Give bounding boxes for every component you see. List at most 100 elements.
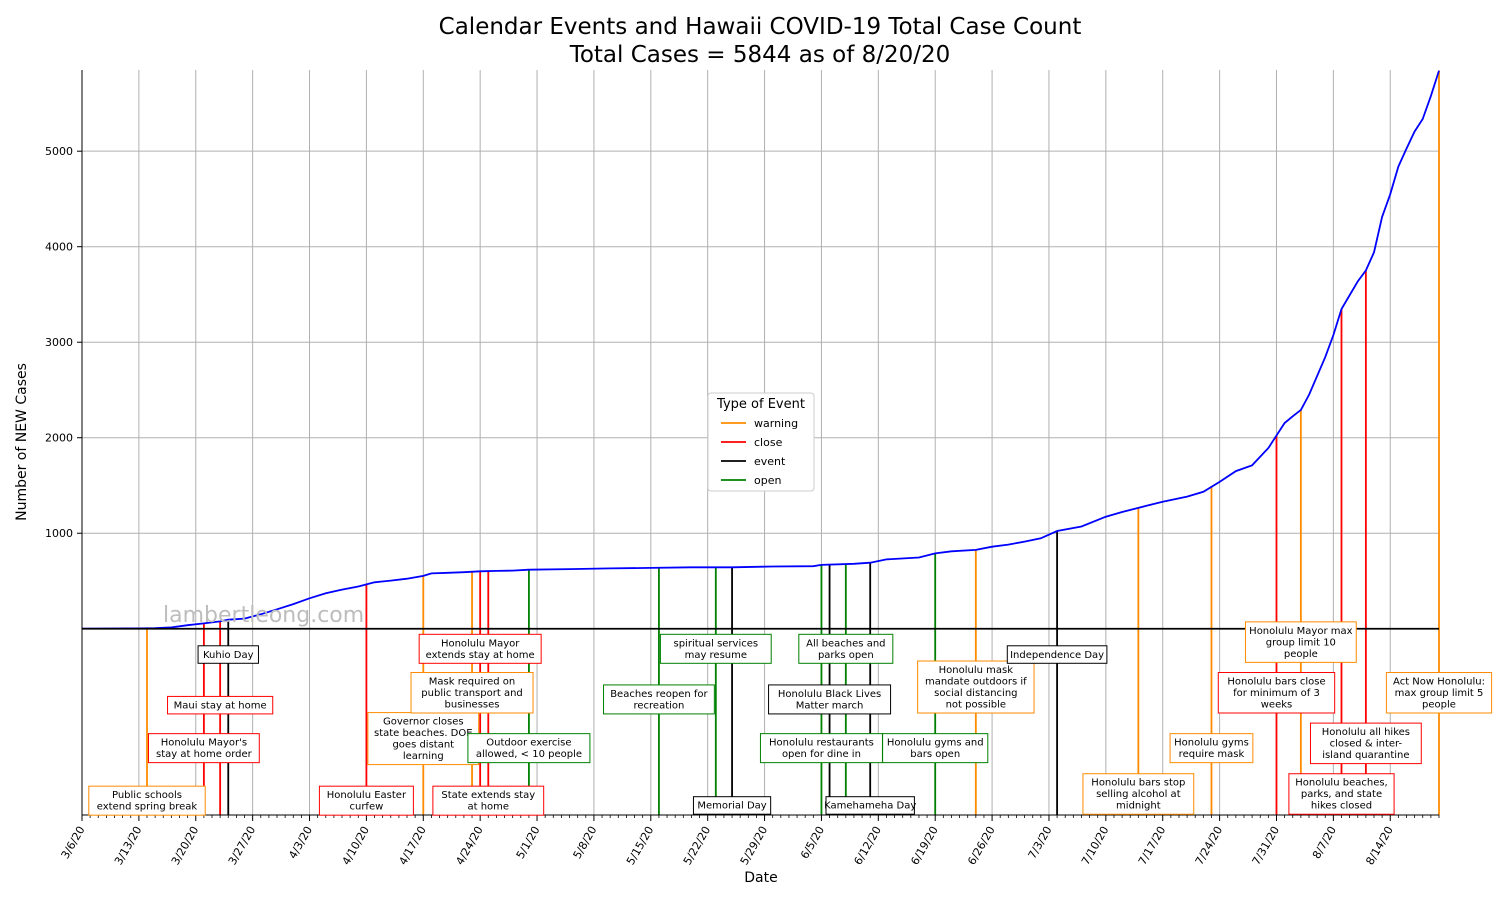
event-annotation-box bbox=[88, 785, 206, 816]
legend-entry-event: event bbox=[754, 455, 786, 468]
x-tick-label: 7/31/20 bbox=[1250, 824, 1282, 867]
event-annotation-text: weeks bbox=[1261, 699, 1292, 710]
x-tick-label: 3/13/20 bbox=[112, 824, 144, 867]
x-tick-label: 6/19/20 bbox=[908, 824, 940, 867]
event-annotation-text: hikes closed bbox=[1311, 801, 1372, 812]
y-tick-label: 5000 bbox=[45, 145, 73, 158]
event-annotation-text: people bbox=[1422, 699, 1456, 710]
event-annotation-box bbox=[1244, 621, 1357, 663]
chart-title: Calendar Events and Hawaii COVID-19 Tota… bbox=[439, 14, 1082, 40]
event-annotation-box bbox=[798, 633, 894, 664]
event-annotation-box bbox=[467, 733, 591, 764]
event-annotation-text: Maui stay at home bbox=[174, 700, 267, 711]
event-annotation-text: midnight bbox=[1116, 801, 1161, 812]
event-annotation-box bbox=[167, 695, 274, 715]
event-annotation-box bbox=[1288, 773, 1395, 815]
event-annotation-text: Honolulu bars close bbox=[1227, 676, 1325, 687]
event-annotation-box bbox=[418, 633, 542, 664]
event-annotation-text: allowed, < 10 people bbox=[476, 749, 582, 760]
event-annotation: Maui stay at home bbox=[167, 695, 274, 715]
event-annotation-text: Honolulu restaurants bbox=[769, 738, 874, 749]
event-annotation-box bbox=[318, 785, 414, 816]
event-annotation-text: Honolulu bars stop bbox=[1091, 778, 1185, 789]
event-annotation-box bbox=[410, 671, 534, 714]
event-annotation-text: All beaches and bbox=[806, 638, 885, 649]
event-annotation-text: Honolulu Mayor's bbox=[161, 738, 247, 749]
watermark: lambertleong.com bbox=[163, 603, 364, 628]
event-annotation-text: spiritual services bbox=[674, 638, 759, 649]
legend-entry-close: close bbox=[754, 436, 783, 449]
event-annotation-box bbox=[882, 733, 989, 764]
event-annotation-text: Public schools bbox=[112, 790, 182, 801]
event-annotation-text: Honolulu Black Lives bbox=[778, 689, 881, 700]
event-annotation-text: parks open bbox=[818, 650, 874, 661]
event-annotation-box bbox=[768, 684, 892, 715]
event-annotation-text: Memorial Day bbox=[697, 801, 766, 812]
x-tick-label: 3/27/20 bbox=[226, 824, 258, 867]
event-annotation-text: Matter march bbox=[796, 700, 864, 711]
event-annotation-text: Honolulu all hikes bbox=[1322, 727, 1410, 738]
event-annotation: Independence Day bbox=[1006, 645, 1108, 664]
event-annotation-text: selling alcohol at bbox=[1096, 789, 1181, 800]
legend-entry-open: open bbox=[754, 474, 781, 487]
event-annotation-box bbox=[692, 796, 772, 815]
event-annotation-text: state beaches. DOE bbox=[374, 728, 473, 739]
event-annotation-text: bars open bbox=[910, 749, 960, 760]
x-tick-label: 4/24/20 bbox=[453, 824, 485, 867]
event-annotation-text: Honolulu mask bbox=[939, 665, 1014, 676]
legend: Type of Event warning close event open bbox=[707, 392, 815, 492]
event-annotation-text: open for dine in bbox=[782, 749, 861, 760]
y-tick-label: 4000 bbox=[45, 241, 73, 254]
event-annotation-text: recreation bbox=[633, 700, 684, 711]
x-tick-label: 4/17/20 bbox=[396, 824, 428, 867]
event-annotation-text: max group limit 5 bbox=[1395, 688, 1484, 699]
event-annotation-box bbox=[1169, 733, 1254, 764]
event-annotation-text: Honolulu beaches, bbox=[1295, 778, 1388, 789]
event-annotation-box bbox=[1385, 671, 1493, 714]
event-annotation-text: Independence Day bbox=[1010, 650, 1104, 661]
event-annotation-text: Kuhio Day bbox=[203, 650, 254, 661]
event-annotation-box bbox=[147, 733, 260, 764]
event-annotation-text: extend spring break bbox=[97, 802, 198, 813]
x-tick-label: 7/3/20 bbox=[1026, 824, 1055, 861]
event-annotation-text: Kamehameha Day bbox=[824, 801, 916, 812]
event-annotation-text: Honolulu Easter bbox=[327, 790, 407, 801]
x-tick-label: 8/14/20 bbox=[1363, 824, 1395, 867]
x-tick-label: 6/12/20 bbox=[851, 824, 883, 867]
legend-box bbox=[707, 392, 815, 492]
event-annotation-text: Governor closes bbox=[383, 717, 464, 728]
event-annotation-text: social distancing bbox=[934, 688, 1017, 699]
event-annotation-text: State extends stay bbox=[441, 790, 535, 801]
event-annotation-text: businesses bbox=[445, 699, 500, 710]
event-annotation-box bbox=[1309, 722, 1422, 765]
event-annotation: Kuhio Day bbox=[197, 645, 259, 664]
event-annotation-text: not possible bbox=[946, 700, 1007, 711]
x-tick-label: 7/24/20 bbox=[1193, 824, 1225, 867]
x-tick-label: 5/22/20 bbox=[681, 824, 713, 867]
chart-subtitle: Total Cases = 5844 as of 8/20/20 bbox=[569, 42, 951, 68]
event-annotation-box bbox=[603, 684, 715, 715]
event-annotation-text: group limit 10 bbox=[1266, 637, 1336, 648]
event-annotation-text: Honolulu Mayor bbox=[441, 638, 520, 649]
y-axis-label: Number of NEW Cases bbox=[14, 363, 30, 521]
event-annotation-text: closed & inter- bbox=[1330, 739, 1403, 750]
y-tick-label: 3000 bbox=[45, 336, 73, 349]
